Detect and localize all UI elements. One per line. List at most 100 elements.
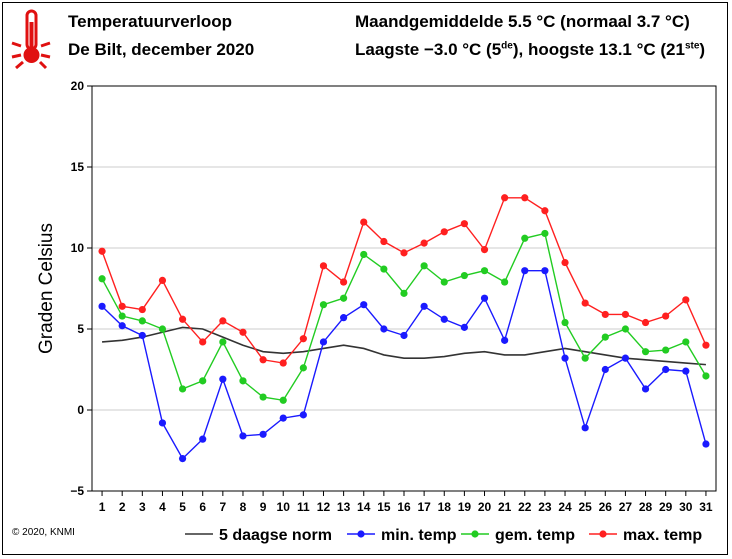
legend-label-max-temp: max. temp (623, 527, 702, 544)
y-tick-label: 10 (71, 241, 85, 255)
y-tick-label: 15 (71, 160, 85, 174)
data-point-min-temp (440, 315, 448, 323)
x-tick-label: 19 (458, 500, 472, 514)
x-tick-label: 20 (478, 500, 492, 514)
data-point-max-temp (682, 296, 690, 304)
chart-subtitle: De Bilt, december 2020 (68, 40, 255, 59)
data-point-max-temp (561, 258, 569, 267)
data-point-min-temp (541, 267, 549, 275)
data-point-min-temp (158, 419, 167, 427)
data-point-gem-temp (380, 265, 388, 273)
data-point-min-temp (400, 331, 408, 340)
x-tick-label: 21 (498, 500, 512, 514)
data-point-min-temp (340, 314, 348, 322)
data-point-max-temp (662, 312, 670, 320)
x-tick-label: 15 (377, 500, 391, 514)
data-point-max-temp (581, 299, 589, 307)
x-tick-label: 10 (277, 500, 291, 514)
data-point-gem-temp (319, 301, 328, 309)
series-line-min-temp (101, 269, 707, 460)
y-tick-label: 20 (71, 79, 85, 93)
x-tick-label: 27 (619, 500, 633, 514)
data-point-min-temp (259, 430, 267, 438)
plot-area (91, 85, 717, 492)
data-point-max-temp (501, 194, 509, 202)
x-tick-label: 5 (179, 500, 186, 514)
data-point-gem-temp (501, 278, 509, 286)
x-tick-label: 6 (199, 500, 206, 514)
data-point-gem-temp (662, 346, 670, 354)
data-point-min-temp (219, 375, 227, 383)
series-line-norm (102, 326, 706, 366)
data-point-gem-temp (118, 312, 126, 320)
data-point-max-temp (601, 310, 609, 319)
data-point-min-temp (138, 331, 146, 340)
data-point-max-temp (340, 278, 348, 286)
legend-label-gem-temp: gem. temp (495, 527, 575, 544)
data-point-gem-temp (440, 278, 448, 286)
data-point-min-temp (521, 267, 529, 275)
data-point-gem-temp (581, 354, 589, 362)
data-point-gem-temp (400, 289, 408, 297)
thermometer-icon (11, 9, 51, 70)
data-point-min-temp (460, 323, 468, 331)
data-point-gem-temp (178, 385, 187, 393)
data-point-gem-temp (158, 325, 167, 333)
x-tick-label: 1 (99, 500, 106, 514)
data-point-max-temp (259, 356, 267, 364)
extremes-text: Laagste −3.0 °C (5de), hoogste 13.1 °C (… (355, 40, 706, 59)
chart-title: Temperatuurverloop (68, 12, 233, 31)
data-point-min-temp (581, 424, 589, 432)
monthly-average-text: Maandgemiddelde 5.5 °C (normaal 3.7 °C) (355, 12, 690, 31)
data-point-min-temp (118, 322, 126, 330)
x-tick-label: 28 (639, 500, 653, 514)
x-tick-label: 13 (337, 500, 351, 514)
data-point-max-temp (702, 341, 710, 349)
data-point-min-temp (360, 301, 368, 309)
x-tick-label: 3 (139, 500, 146, 514)
y-tick-label: 0 (77, 403, 84, 417)
data-point-min-temp (98, 302, 106, 310)
data-point-gem-temp (541, 229, 549, 238)
x-tick-label: 22 (518, 500, 532, 514)
x-tick-label: 29 (659, 500, 673, 514)
x-tick-label: 12 (317, 500, 331, 514)
data-point-min-temp (178, 455, 187, 463)
data-point-max-temp (480, 246, 489, 254)
data-point-max-temp (360, 218, 368, 226)
legend-marker-min-temp (357, 530, 365, 538)
data-point-gem-temp (702, 372, 710, 380)
x-tick-label: 7 (219, 500, 226, 514)
data-point-max-temp (440, 228, 448, 236)
data-point-gem-temp (219, 338, 227, 346)
data-point-gem-temp (279, 396, 287, 404)
data-point-max-temp (299, 335, 307, 343)
x-tick-label: 18 (438, 500, 452, 514)
data-point-gem-temp (239, 377, 247, 385)
data-point-min-temp (480, 294, 489, 302)
data-point-min-temp (662, 365, 670, 374)
data-point-min-temp (380, 325, 388, 333)
data-point-max-temp (420, 239, 428, 247)
x-tick-label: 11 (297, 500, 310, 514)
data-point-min-temp (702, 440, 710, 448)
y-tick-label: 5 (77, 322, 84, 336)
data-point-min-temp (299, 411, 307, 419)
data-point-gem-temp (682, 338, 690, 346)
data-point-min-temp (561, 354, 569, 362)
data-point-max-temp (118, 302, 126, 310)
x-tick-label: 16 (397, 500, 411, 514)
data-point-gem-temp (360, 250, 368, 259)
data-point-min-temp (621, 354, 630, 362)
data-point-gem-temp (199, 377, 207, 385)
y-tick-label: −5 (70, 484, 84, 498)
x-tick-label: 25 (578, 500, 592, 514)
data-point-max-temp (380, 237, 388, 246)
x-tick-label: 30 (679, 500, 693, 514)
legend-label-min-temp: min. temp (381, 527, 457, 544)
data-point-max-temp (98, 247, 106, 255)
data-point-gem-temp (621, 325, 630, 333)
data-point-max-temp (621, 310, 630, 319)
